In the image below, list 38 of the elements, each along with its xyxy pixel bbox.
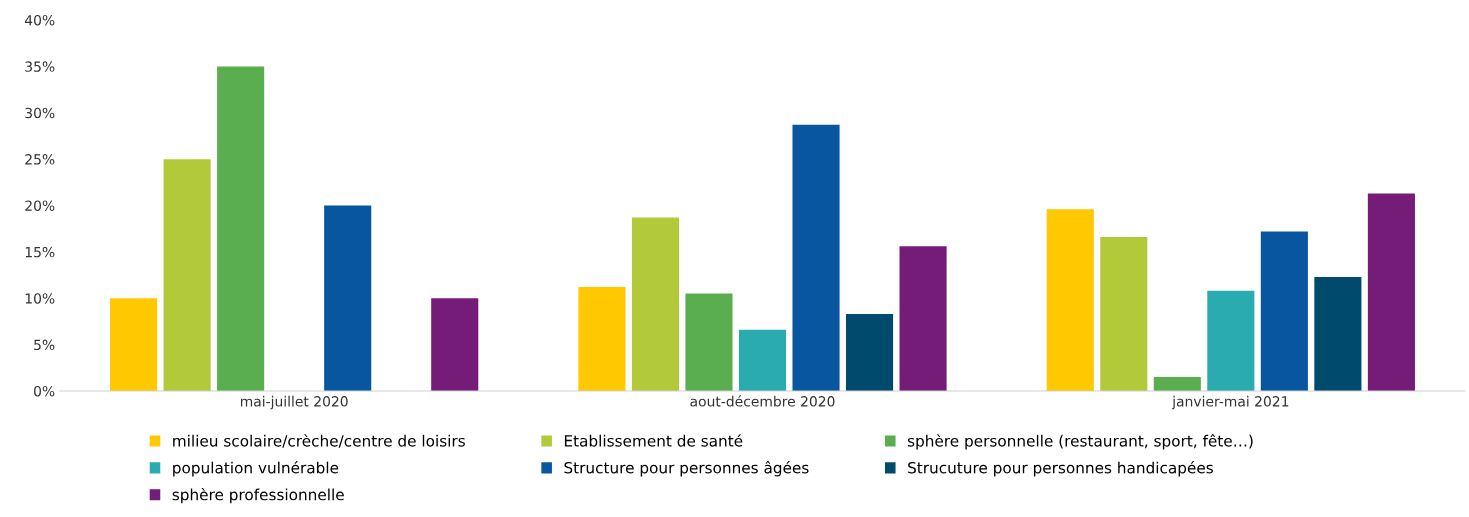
bar	[1260, 231, 1308, 391]
bar	[110, 298, 158, 391]
bar	[899, 246, 947, 391]
legend-label: Structure pour personnes âgées	[564, 461, 809, 477]
bar	[1367, 193, 1415, 391]
bar	[685, 293, 733, 391]
y-tick-label: 10%	[25, 293, 55, 304]
bar	[431, 298, 479, 391]
bar	[792, 124, 840, 391]
bar	[738, 329, 787, 391]
legend-label: Strucuture pour personnes handicapées	[908, 461, 1213, 477]
x-tick-label: mai-juillet 2020	[240, 395, 348, 410]
y-tick-label: 30%	[25, 107, 55, 119]
bar	[578, 287, 626, 391]
y-tick-label: 35%	[25, 61, 55, 72]
y-tick-label: 5%	[34, 339, 55, 351]
bar	[324, 205, 372, 391]
y-tick-label: 20%	[25, 200, 55, 211]
bar	[631, 217, 679, 391]
bar	[1046, 209, 1094, 391]
bar	[1314, 276, 1362, 391]
legend-label: sphère professionnelle	[172, 487, 344, 504]
legend-label: sphère personnelle (restaurant, sport, fête…)	[907, 434, 1253, 450]
legend-label: Etablissement de santé	[564, 434, 743, 447]
y-tick-label: 40%	[24, 14, 55, 26]
legend-label: population vulnérable	[173, 461, 339, 477]
bar	[846, 314, 894, 391]
y-tick-label: 0%	[34, 385, 55, 397]
y-tick-label: 25%	[25, 154, 55, 165]
x-tick-label: janvier-mai 2021	[1171, 395, 1289, 410]
legend-label: milieu scolaire/crèche/centre de loisirs	[173, 434, 465, 448]
bar	[1100, 237, 1148, 391]
bar	[163, 159, 211, 391]
x-tick-label: aout-décembre 2020	[690, 395, 835, 407]
bar	[1207, 290, 1255, 391]
bar	[1153, 377, 1201, 391]
bar	[217, 66, 265, 391]
y-tick-label: 15%	[25, 246, 55, 258]
